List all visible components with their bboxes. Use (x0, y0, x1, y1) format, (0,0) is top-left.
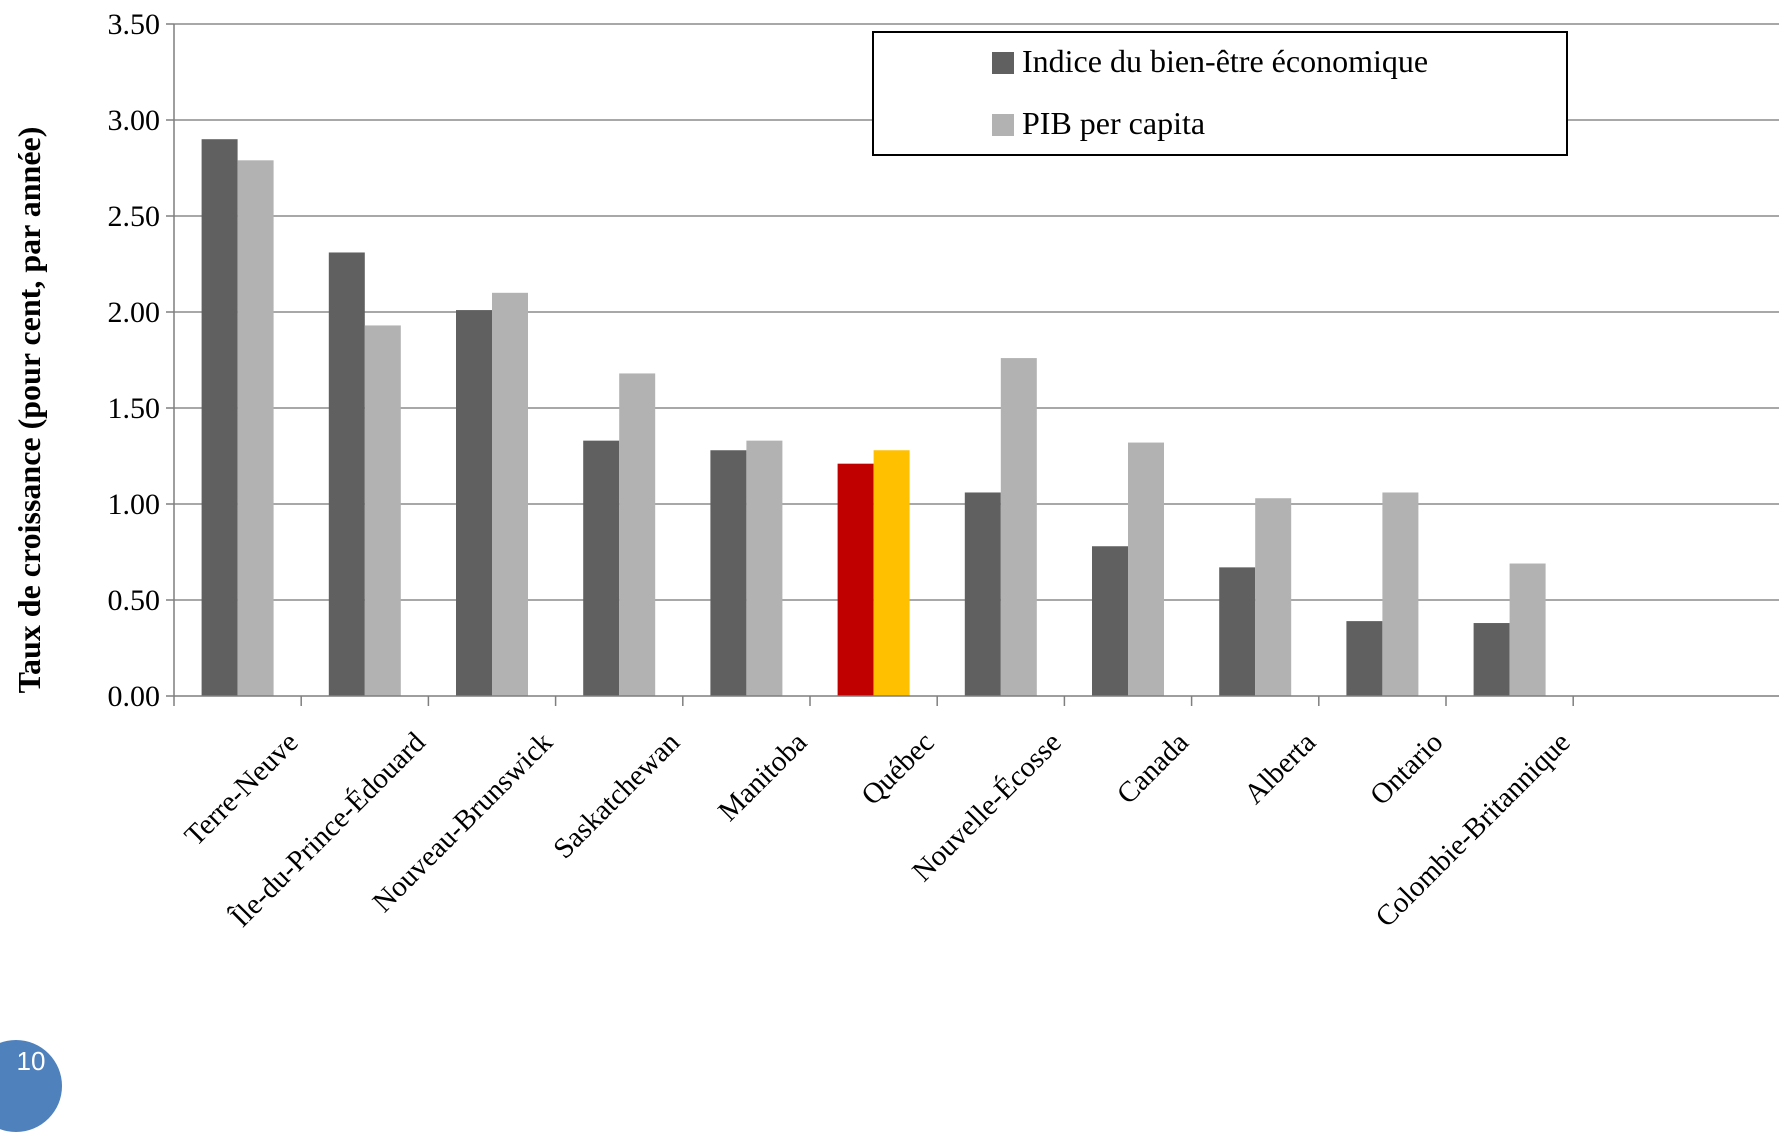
category-label: Québec (855, 726, 940, 811)
bar-ibee-4 (710, 450, 747, 696)
y-tick-label: 3.50 (108, 8, 161, 41)
bar-ibee-2 (456, 310, 492, 696)
bar-ibee-1 (328, 252, 365, 697)
category-labels: Terre-NeuveÎle-du-Prince-ÉdouardNouveau-… (179, 725, 1577, 933)
legend-box (872, 31, 1568, 156)
page-number-badge: 10 (0, 1040, 62, 1132)
legend-swatch-1 (992, 114, 1014, 136)
legend-label-0: Indice du bien-être économique (1022, 43, 1428, 79)
page-number: 10 (16, 1046, 46, 1076)
bar-pib-6 (1000, 358, 1037, 696)
bar-ibee-5 (837, 463, 874, 696)
y-tick-label: 2.00 (108, 296, 161, 329)
category-label: Canada (1111, 726, 1195, 810)
bar-ibee-7 (1092, 546, 1128, 696)
legend-label-1: PIB per capita (1022, 105, 1205, 141)
y-tick-labels: 0.00 0.50 1.00 1.50 2.00 2.50 3.00 3.50 (108, 8, 161, 713)
bar-pib-2 (492, 292, 528, 696)
category-label: Saskatchewan (547, 726, 686, 865)
category-label: Alberta (1238, 726, 1322, 810)
y-tick-label: 2.50 (108, 200, 161, 233)
bar-pib-9 (1382, 492, 1419, 696)
bar-ibee-0 (201, 139, 238, 696)
category-label: Terre-Neuve (179, 726, 305, 852)
bar-pib-3 (619, 373, 656, 696)
bar-pib-4 (746, 440, 783, 696)
y-tick-label: 0.00 (108, 680, 161, 713)
bars (201, 139, 1546, 697)
bar-pib-8 (1255, 498, 1292, 696)
category-label: Manitoba (712, 726, 813, 827)
category-label: Ontario (1364, 726, 1449, 811)
bar-ibee-10 (1473, 623, 1510, 696)
y-axis-title: Taux de croissance (pour cent, par année… (11, 127, 47, 694)
legend: Indice du bien-être économique PIB per ca… (872, 31, 1568, 156)
bar-pib-1 (364, 325, 401, 696)
bar-pib-10 (1509, 563, 1546, 696)
bar-pib-0 (237, 160, 274, 696)
bar-pib-7 (1128, 442, 1164, 696)
bar-ibee-3 (583, 440, 620, 696)
bar-ibee-8 (1219, 567, 1256, 696)
bar-pib-5 (873, 450, 910, 696)
bar-ibee-9 (1346, 621, 1383, 696)
legend-swatch-0 (992, 52, 1014, 74)
bar-ibee-6 (964, 492, 1001, 696)
axes (166, 23, 1779, 706)
y-tick-label: 1.00 (108, 488, 161, 521)
y-tick-label: 0.50 (108, 584, 161, 617)
y-tick-label: 1.50 (108, 392, 161, 425)
bar-chart: 0.00 0.50 1.00 1.50 2.00 2.50 3.00 3.50 Terre-N… (11, 8, 1779, 933)
y-tick-label: 3.00 (108, 104, 161, 137)
